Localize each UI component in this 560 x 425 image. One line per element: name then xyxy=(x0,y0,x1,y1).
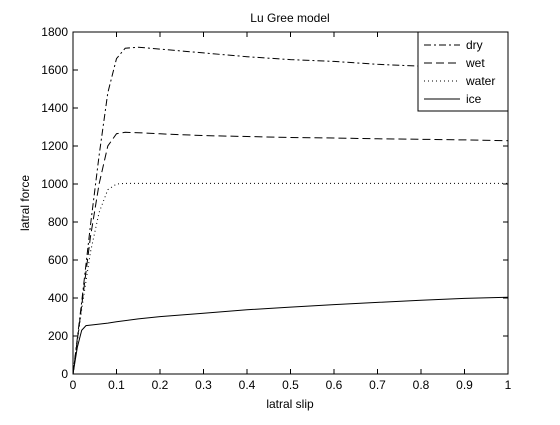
series-line-wet xyxy=(72,131,509,375)
x-tick-label: 0.2 xyxy=(152,378,169,392)
x-tick-label: 0.4 xyxy=(239,378,256,392)
series-lines xyxy=(72,46,509,375)
x-tick-label: 0.1 xyxy=(108,378,125,392)
y-tick-label: 400 xyxy=(48,291,68,305)
series-line-ice xyxy=(72,296,509,375)
x-tick-label: 0.6 xyxy=(326,378,343,392)
legend-label-water: water xyxy=(465,74,495,88)
x-tick-label: 0.7 xyxy=(369,378,386,392)
legend-label-wet: wet xyxy=(465,56,485,70)
x-tick-label: 0.9 xyxy=(456,378,473,392)
legend-label-ice: ice xyxy=(466,92,482,106)
x-tick-label: 0.5 xyxy=(282,378,299,392)
legend-label-dry: dry xyxy=(466,38,483,52)
chart-title: Lu Gree model xyxy=(250,11,329,25)
x-tick-label: 1 xyxy=(505,378,512,392)
y-tick-label: 800 xyxy=(48,215,68,229)
y-tick-label: 1800 xyxy=(41,25,68,39)
x-axis-label: latral slip xyxy=(266,397,314,411)
y-tick-label: 1000 xyxy=(41,177,68,191)
y-tick-label: 1600 xyxy=(41,63,68,77)
y-tick-label: 1200 xyxy=(41,139,68,153)
legend-box xyxy=(417,31,509,112)
legend-items: dry wet water ice xyxy=(424,38,495,106)
x-tick-label: 0.8 xyxy=(413,378,430,392)
x-tick-label: 0 xyxy=(70,378,77,392)
y-tick-label: 0 xyxy=(61,367,68,381)
y-tick-label: 1400 xyxy=(41,101,68,115)
y-tick-label: 200 xyxy=(48,329,68,343)
y-tick-label: 600 xyxy=(48,253,68,267)
y-axis-label: latral force xyxy=(18,175,32,231)
legend: dry wet water ice xyxy=(417,31,509,112)
series-line-dry xyxy=(72,46,509,375)
axis-ticks: 0 0.1 0.2 0.3 0.4 0.5 0.6 0.7 0.8 0.9 1 0 200 400 600 8… xyxy=(41,25,511,392)
x-tick-label: 0.3 xyxy=(195,378,212,392)
